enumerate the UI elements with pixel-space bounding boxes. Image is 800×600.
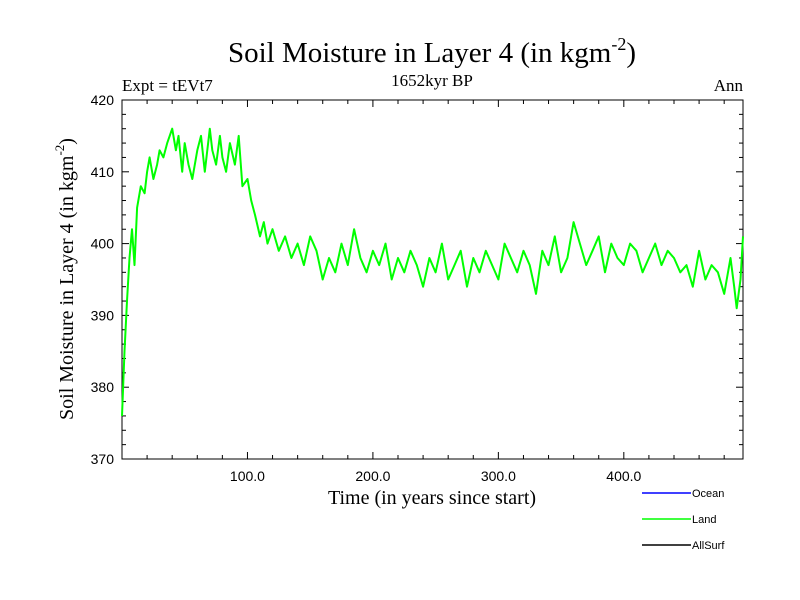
legend-label-land: Land bbox=[692, 514, 716, 526]
chart-title: Soil Moisture in Layer 4 (in kgm-2) bbox=[228, 34, 636, 69]
y-tick-label: 400 bbox=[91, 236, 115, 252]
y-axis-label-superscript: -2 bbox=[52, 145, 67, 156]
y-tick-label: 370 bbox=[91, 451, 115, 467]
y-tick-label: 410 bbox=[91, 164, 115, 180]
x-tick-label: 100.0 bbox=[230, 468, 265, 484]
legend-label-ocean: Ocean bbox=[692, 488, 724, 500]
y-axis-label: Soil Moisture in Layer 4 (in kgm-2) bbox=[52, 138, 78, 420]
series-layer bbox=[121, 127, 744, 416]
y-tick-label: 420 bbox=[91, 92, 115, 108]
chart-title-main: Soil Moisture in Layer 4 (in kgm bbox=[228, 37, 612, 69]
period-label: 1652kyr BP bbox=[391, 71, 473, 90]
x-axis-label: Time (in years since start) bbox=[328, 487, 536, 509]
legend-label-allsurf: AllSurf bbox=[692, 540, 725, 552]
y-axis-ticks: 370 380 390 400 410 420 bbox=[91, 92, 743, 467]
y-axis-label-close: ) bbox=[56, 138, 78, 145]
x-tick-label: 400.0 bbox=[606, 468, 641, 484]
x-axis-ticks: 100.0 200.0 300.0 400.0 bbox=[146, 100, 725, 484]
experiment-label: Expt = tEVt7 bbox=[122, 76, 213, 95]
plot-frame bbox=[121, 99, 744, 460]
y-tick-label: 380 bbox=[91, 379, 115, 395]
season-label: Ann bbox=[714, 76, 744, 95]
chart-title-close: ) bbox=[626, 37, 636, 69]
y-axis-label-main: Soil Moisture in Layer 4 (in kgm bbox=[56, 155, 78, 420]
y-tick-label: 390 bbox=[91, 307, 115, 323]
legend: Ocean Land AllSurf bbox=[642, 488, 725, 552]
x-tick-label: 200.0 bbox=[355, 468, 390, 484]
x-tick-label: 300.0 bbox=[481, 468, 516, 484]
chart-title-superscript: -2 bbox=[611, 34, 626, 54]
series-line-land bbox=[121, 127, 744, 416]
